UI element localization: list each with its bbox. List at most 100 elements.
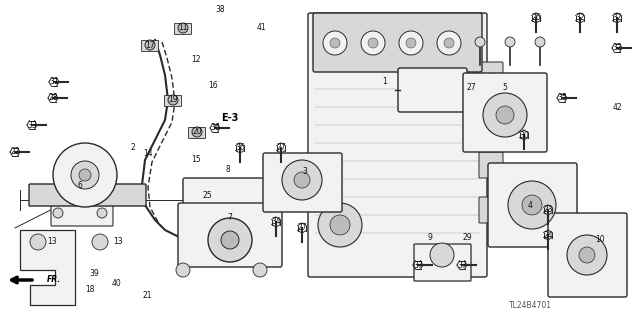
Text: 22: 22 bbox=[10, 147, 20, 157]
Text: 39: 39 bbox=[89, 270, 99, 278]
Circle shape bbox=[437, 31, 461, 55]
Circle shape bbox=[361, 31, 385, 55]
Circle shape bbox=[330, 38, 340, 48]
FancyBboxPatch shape bbox=[263, 153, 342, 212]
FancyBboxPatch shape bbox=[398, 68, 467, 112]
Text: 33: 33 bbox=[27, 121, 37, 130]
Text: 34: 34 bbox=[271, 218, 281, 226]
Text: 38: 38 bbox=[215, 5, 225, 14]
Circle shape bbox=[522, 195, 542, 215]
Circle shape bbox=[53, 208, 63, 218]
Text: 16: 16 bbox=[208, 80, 218, 90]
Circle shape bbox=[330, 215, 350, 235]
Text: 42: 42 bbox=[612, 103, 622, 113]
Text: 31: 31 bbox=[49, 78, 59, 86]
FancyBboxPatch shape bbox=[463, 73, 547, 152]
Text: 25: 25 bbox=[202, 190, 212, 199]
Text: 17: 17 bbox=[145, 41, 155, 49]
Text: 4: 4 bbox=[527, 201, 532, 210]
Circle shape bbox=[294, 172, 310, 188]
FancyBboxPatch shape bbox=[488, 163, 577, 247]
Text: 23: 23 bbox=[543, 205, 553, 214]
Circle shape bbox=[221, 231, 239, 249]
FancyBboxPatch shape bbox=[51, 196, 113, 226]
Text: 27: 27 bbox=[297, 224, 307, 233]
FancyBboxPatch shape bbox=[479, 197, 503, 223]
FancyBboxPatch shape bbox=[141, 41, 159, 51]
Circle shape bbox=[368, 38, 378, 48]
Circle shape bbox=[208, 218, 252, 262]
Circle shape bbox=[318, 203, 362, 247]
Text: 5: 5 bbox=[502, 84, 508, 93]
Text: 28: 28 bbox=[48, 93, 58, 102]
Text: 27: 27 bbox=[276, 144, 286, 152]
Text: 36: 36 bbox=[210, 123, 220, 132]
Circle shape bbox=[192, 127, 202, 137]
Text: 13: 13 bbox=[47, 236, 57, 246]
Circle shape bbox=[483, 93, 527, 137]
Text: 32: 32 bbox=[575, 13, 585, 23]
Text: 1: 1 bbox=[383, 78, 387, 86]
Text: 14: 14 bbox=[143, 149, 153, 158]
Text: 32: 32 bbox=[612, 43, 622, 53]
Text: TL24B4701: TL24B4701 bbox=[509, 300, 552, 309]
Circle shape bbox=[145, 40, 155, 50]
Text: 21: 21 bbox=[142, 292, 152, 300]
Text: 2: 2 bbox=[131, 144, 136, 152]
Circle shape bbox=[430, 243, 454, 267]
Text: 20: 20 bbox=[192, 128, 202, 137]
FancyBboxPatch shape bbox=[308, 13, 487, 277]
FancyBboxPatch shape bbox=[175, 24, 191, 34]
Circle shape bbox=[323, 31, 347, 55]
Text: 37: 37 bbox=[457, 261, 467, 270]
Text: 19: 19 bbox=[168, 95, 178, 105]
Circle shape bbox=[496, 106, 514, 124]
Text: E-3: E-3 bbox=[221, 113, 239, 123]
Circle shape bbox=[168, 95, 178, 105]
Circle shape bbox=[97, 208, 107, 218]
Circle shape bbox=[282, 160, 322, 200]
Text: 11: 11 bbox=[179, 24, 188, 33]
Text: 3: 3 bbox=[303, 167, 307, 176]
Circle shape bbox=[505, 37, 515, 47]
FancyBboxPatch shape bbox=[164, 95, 182, 107]
FancyBboxPatch shape bbox=[479, 107, 503, 133]
Text: 37: 37 bbox=[413, 261, 423, 270]
Text: FR.: FR. bbox=[47, 276, 61, 285]
FancyBboxPatch shape bbox=[479, 152, 503, 178]
Circle shape bbox=[475, 37, 485, 47]
Circle shape bbox=[176, 263, 190, 277]
Circle shape bbox=[30, 234, 46, 250]
Text: 6: 6 bbox=[77, 181, 83, 189]
Text: 8: 8 bbox=[226, 166, 230, 174]
Circle shape bbox=[567, 235, 607, 275]
Circle shape bbox=[178, 23, 188, 33]
Text: 36: 36 bbox=[235, 144, 245, 152]
Circle shape bbox=[253, 263, 267, 277]
Text: 27: 27 bbox=[466, 84, 476, 93]
Text: 7: 7 bbox=[228, 212, 232, 221]
Text: 29: 29 bbox=[462, 233, 472, 241]
Text: 12: 12 bbox=[191, 56, 201, 64]
Circle shape bbox=[79, 169, 91, 181]
Text: 35: 35 bbox=[557, 93, 567, 102]
Circle shape bbox=[406, 38, 416, 48]
FancyBboxPatch shape bbox=[189, 128, 205, 138]
Text: 41: 41 bbox=[256, 24, 266, 33]
Circle shape bbox=[579, 247, 595, 263]
Text: 32: 32 bbox=[612, 13, 622, 23]
Circle shape bbox=[71, 161, 99, 189]
Text: 10: 10 bbox=[595, 235, 605, 244]
Text: 15: 15 bbox=[191, 155, 201, 165]
Circle shape bbox=[53, 143, 117, 207]
Text: 30: 30 bbox=[519, 130, 529, 139]
Text: 40: 40 bbox=[112, 279, 122, 288]
FancyBboxPatch shape bbox=[548, 213, 627, 297]
FancyBboxPatch shape bbox=[414, 244, 471, 281]
Circle shape bbox=[535, 37, 545, 47]
FancyBboxPatch shape bbox=[29, 184, 146, 206]
Text: 26: 26 bbox=[531, 13, 541, 23]
Text: 18: 18 bbox=[85, 286, 95, 294]
Text: 9: 9 bbox=[428, 234, 433, 242]
Text: 13: 13 bbox=[113, 236, 123, 246]
